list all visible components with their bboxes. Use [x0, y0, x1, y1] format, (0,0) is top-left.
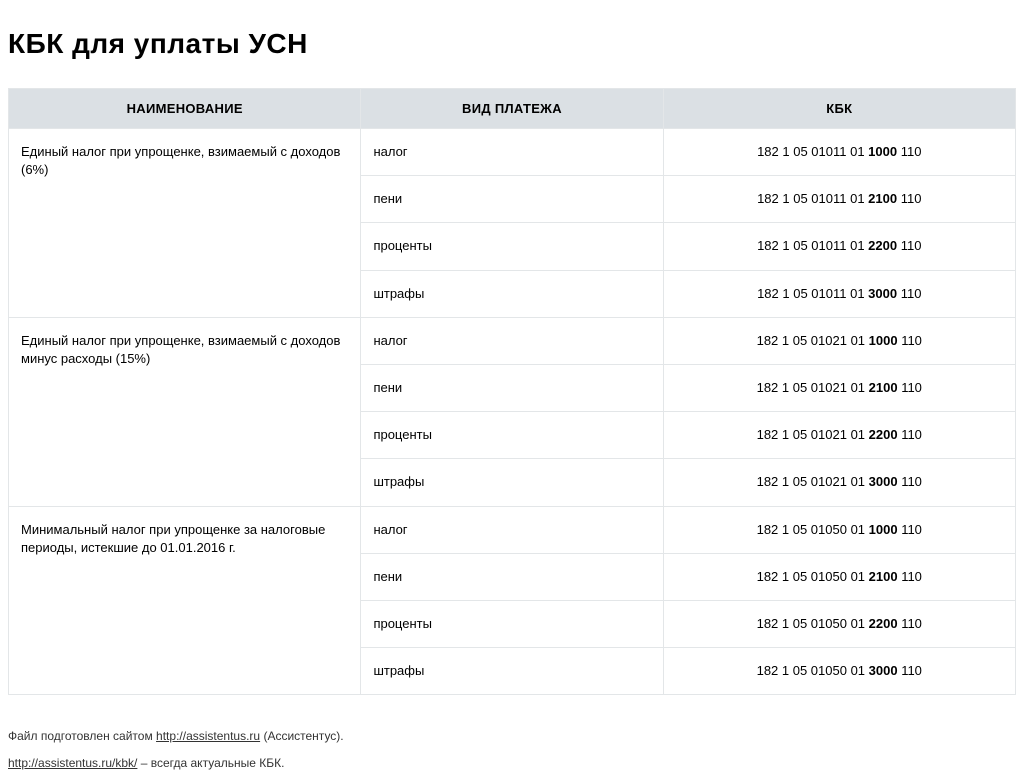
kbk-code-cell: 182 1 05 01011 01 1000 110	[663, 129, 1015, 176]
kbk-code-cell: 182 1 05 01050 01 3000 110	[663, 648, 1015, 695]
footer-line-1: Файл подготовлен сайтом http://assistent…	[8, 723, 1016, 749]
kbk-code-cell: 182 1 05 01021 01 1000 110	[663, 317, 1015, 364]
payment-type-cell: пени	[361, 364, 663, 411]
payment-type-cell: налог	[361, 129, 663, 176]
kbk-code-cell: 182 1 05 01021 01 2100 110	[663, 364, 1015, 411]
footer-text: Файл подготовлен сайтом	[8, 729, 156, 743]
kbk-code-cell: 182 1 05 01011 01 3000 110	[663, 270, 1015, 317]
kbk-table: НАИМЕНОВАНИЕ ВИД ПЛАТЕЖА КБК Единый нало…	[8, 88, 1016, 695]
payment-type-cell: проценты	[361, 600, 663, 647]
footer-link-kbk[interactable]: http://assistentus.ru/kbk/	[8, 756, 137, 770]
footer-line-2: http://assistentus.ru/kbk/ – всегда акту…	[8, 750, 1016, 776]
kbk-code-cell: 182 1 05 01011 01 2200 110	[663, 223, 1015, 270]
payment-type-cell: штрафы	[361, 459, 663, 506]
table-row: Единый налог при упрощенке, взимаемый с …	[9, 317, 1016, 364]
footer-text: – всегда актуальные КБК.	[137, 756, 284, 770]
payment-type-cell: налог	[361, 506, 663, 553]
payment-type-cell: проценты	[361, 412, 663, 459]
col-header-type: ВИД ПЛАТЕЖА	[361, 89, 663, 129]
table-header-row: НАИМЕНОВАНИЕ ВИД ПЛАТЕЖА КБК	[9, 89, 1016, 129]
kbk-code-cell: 182 1 05 01011 01 2100 110	[663, 176, 1015, 223]
name-cell: Единый налог при упрощенке, взимаемый с …	[9, 129, 361, 318]
kbk-code-cell: 182 1 05 01021 01 2200 110	[663, 412, 1015, 459]
payment-type-cell: штрафы	[361, 270, 663, 317]
name-cell: Единый налог при упрощенке, взимаемый с …	[9, 317, 361, 506]
table-row: Минимальный налог при упрощенке за налог…	[9, 506, 1016, 553]
payment-type-cell: пени	[361, 553, 663, 600]
name-cell: Минимальный налог при упрощенке за налог…	[9, 506, 361, 695]
col-header-name: НАИМЕНОВАНИЕ	[9, 89, 361, 129]
payment-type-cell: штрафы	[361, 648, 663, 695]
payment-type-cell: пени	[361, 176, 663, 223]
payment-type-cell: проценты	[361, 223, 663, 270]
kbk-code-cell: 182 1 05 01050 01 2100 110	[663, 553, 1015, 600]
footer-text: (Ассистентус).	[260, 729, 344, 743]
page-title: КБК для уплаты УСН	[8, 28, 1016, 60]
footer-link-site[interactable]: http://assistentus.ru	[156, 729, 260, 743]
kbk-code-cell: 182 1 05 01021 01 3000 110	[663, 459, 1015, 506]
kbk-code-cell: 182 1 05 01050 01 1000 110	[663, 506, 1015, 553]
table-row: Единый налог при упрощенке, взимаемый с …	[9, 129, 1016, 176]
payment-type-cell: налог	[361, 317, 663, 364]
col-header-code: КБК	[663, 89, 1015, 129]
footer: Файл подготовлен сайтом http://assistent…	[8, 723, 1016, 776]
kbk-code-cell: 182 1 05 01050 01 2200 110	[663, 600, 1015, 647]
